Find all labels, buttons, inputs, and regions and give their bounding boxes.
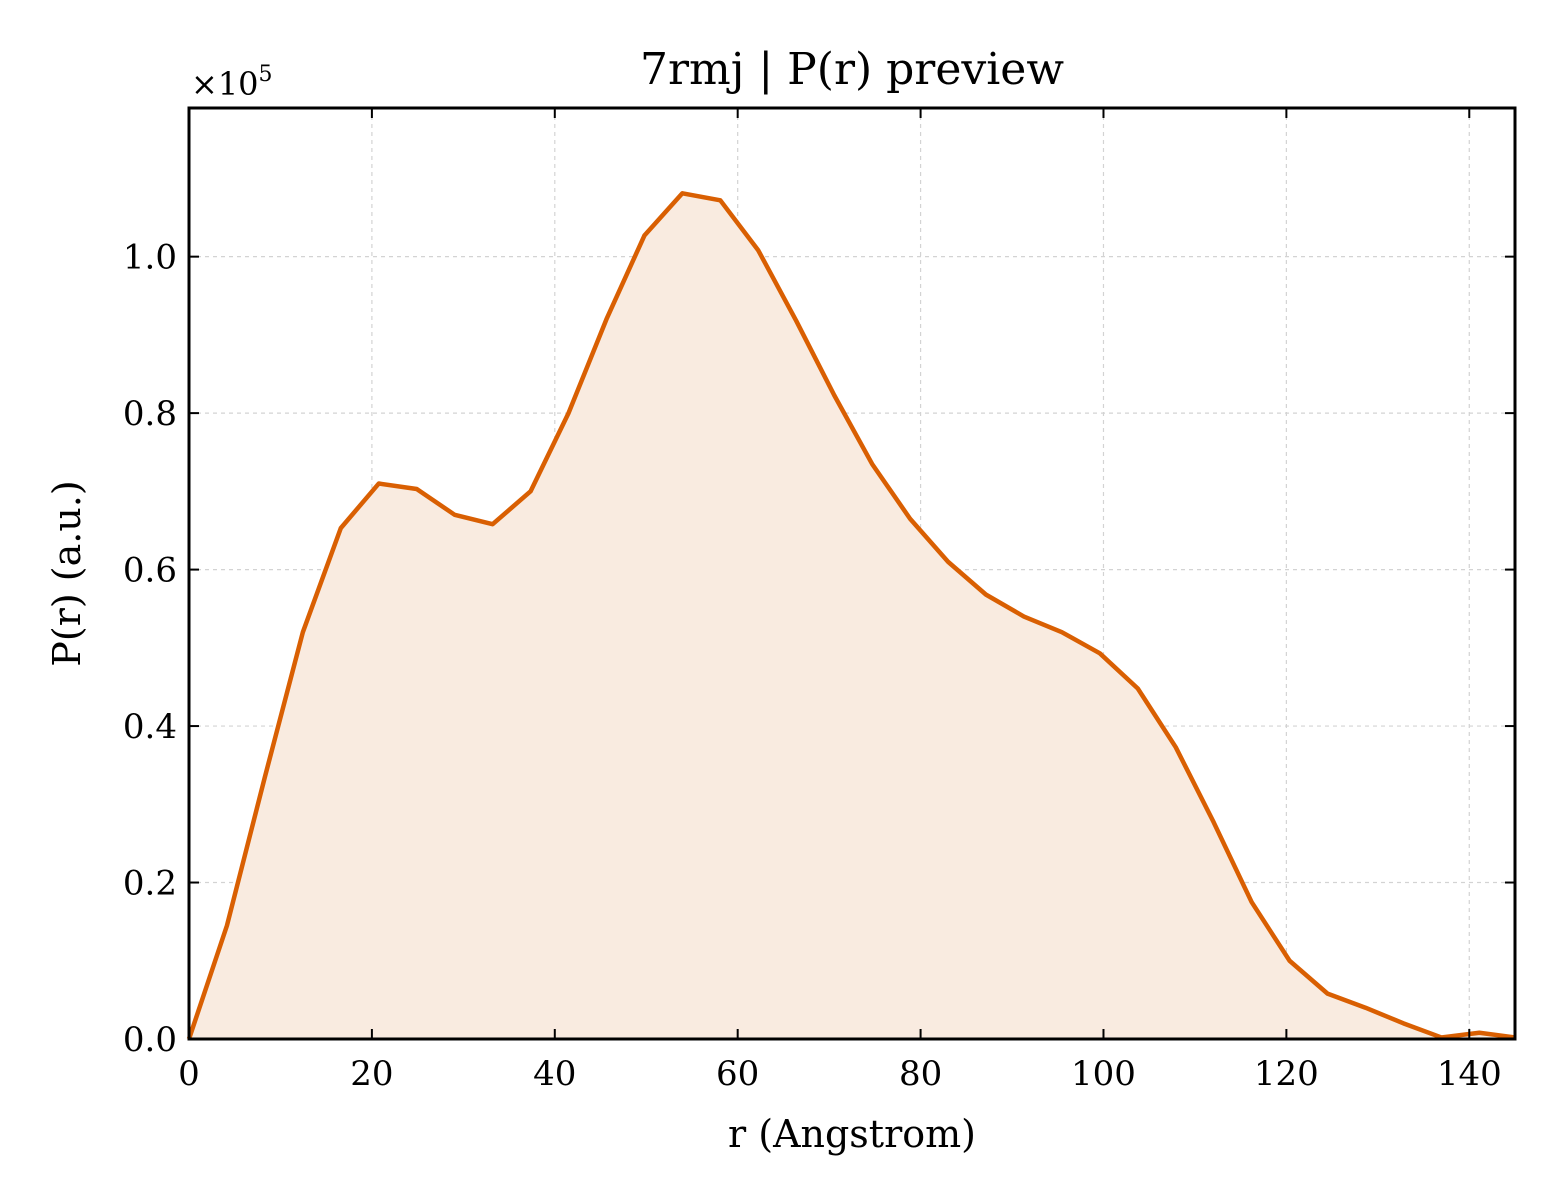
x-tick-label: 0: [178, 1054, 200, 1094]
x-tick-label: 40: [533, 1054, 576, 1094]
pr-line: [186, 191, 1516, 1040]
x-tick-label: 80: [899, 1054, 942, 1094]
pr-area-fill: [189, 193, 1515, 1039]
y-tick-label: 0.6: [123, 551, 177, 591]
x-axis-label: r (Angstrom): [728, 1112, 976, 1156]
y-offset-base: ×10: [191, 65, 259, 103]
x-tick-label: 20: [350, 1054, 393, 1094]
x-tick-label: 120: [1254, 1054, 1319, 1094]
y-tick-label: 0.2: [123, 864, 177, 904]
x-axis-ticks: 0 20 40 60 80 100 120 140: [178, 108, 1502, 1094]
y-offset-exponent: 5: [259, 62, 273, 87]
x-tick-label: 60: [716, 1054, 759, 1094]
x-tick-label: 100: [1071, 1054, 1136, 1094]
y-axis-ticks: 0.0 0.2 0.4 0.6 0.8 1.0: [123, 238, 1515, 1060]
y-axis-label: P(r) (a.u.): [45, 480, 89, 666]
y-axis-offset-label: ×105: [191, 62, 273, 103]
y-tick-label: 1.0: [123, 238, 177, 278]
x-tick-label: 140: [1437, 1054, 1502, 1094]
y-tick-label: 0.8: [123, 394, 177, 434]
chart-title: 7rmj | P(r) preview: [640, 44, 1064, 95]
y-tick-label: 0.0: [123, 1020, 177, 1060]
y-tick-label: 0.4: [123, 707, 177, 747]
plot-frame: [187, 106, 1517, 1041]
